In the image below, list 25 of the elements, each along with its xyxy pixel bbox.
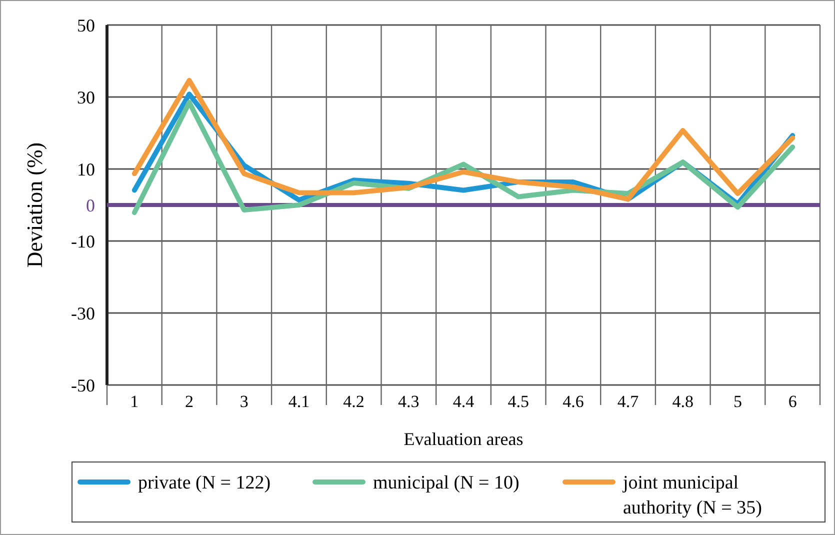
x-tick-label: 2	[185, 392, 194, 411]
y-tick-label: 30	[77, 87, 95, 108]
x-tick-label: 4.3	[398, 392, 420, 411]
x-tick-label: 6	[788, 392, 797, 411]
x-tick-label: 4.2	[343, 392, 364, 411]
x-tick-label: 5	[733, 392, 742, 411]
legend-label: joint municipal authority (N = 35)	[622, 472, 762, 518]
ref-line-label: 0	[86, 195, 95, 216]
legend-label: private (N = 122)	[138, 472, 271, 494]
y-tick-label: -50	[71, 375, 95, 396]
x-axis-title: Evaluation areas	[404, 429, 524, 449]
x-tick-label: 3	[240, 392, 248, 411]
x-tick-label: 4.8	[672, 392, 694, 411]
y-tick-label: -30	[71, 303, 95, 324]
x-tick-label: 1	[130, 392, 139, 411]
x-tick-label: 4.7	[617, 392, 640, 411]
x-tick-label: 4.5	[508, 392, 529, 411]
x-tick-label: 4.1	[288, 392, 310, 411]
x-tick-label: 4.4	[452, 392, 475, 411]
y-axis-title: Deviation (%)	[22, 142, 47, 268]
y-tick-label: -10	[71, 231, 95, 252]
legend-label: municipal (N = 10)	[373, 472, 520, 494]
x-tick-label: 4.6	[562, 392, 584, 411]
y-tick-label: 10	[77, 159, 95, 180]
y-tick-label: 50	[77, 15, 95, 36]
